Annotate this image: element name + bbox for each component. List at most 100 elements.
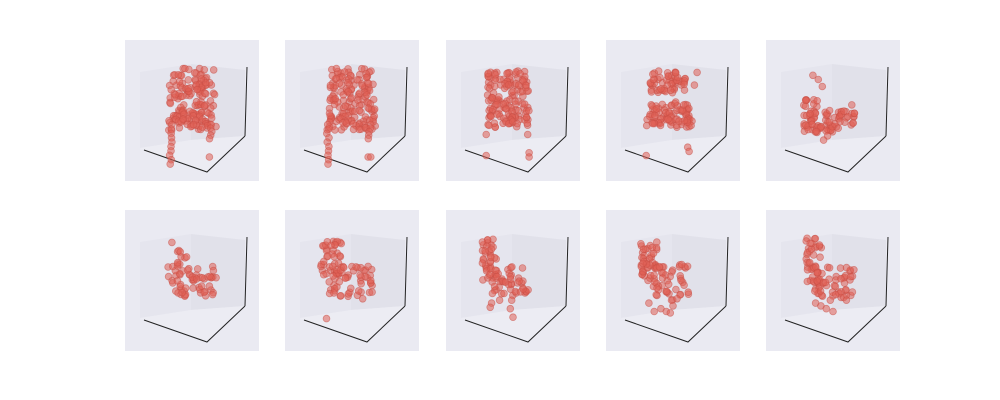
data-point-102 [355, 106, 364, 115]
data-point-86 [662, 287, 671, 296]
subplot-2 [285, 40, 419, 181]
subplot-5 [766, 40, 900, 181]
data-point-89 [352, 263, 360, 271]
data-point-105 [353, 76, 361, 84]
axis-vertical [885, 66, 889, 137]
data-point-33 [184, 76, 193, 84]
data-point-91 [814, 75, 823, 84]
pane-back [512, 234, 566, 310]
data-point-43 [647, 88, 656, 96]
data-point-53 [208, 290, 217, 299]
data-point-114 [525, 106, 533, 115]
data-point-91 [650, 307, 658, 316]
data-point-144 [642, 151, 650, 160]
data-point-37 [193, 265, 202, 273]
data-point-96 [666, 309, 675, 317]
data-point-108 [652, 105, 661, 113]
data-point-110 [370, 105, 379, 113]
data-point-82 [506, 272, 515, 281]
data-point-88 [850, 265, 858, 274]
data-point-90 [493, 100, 501, 109]
data-point-87 [842, 263, 851, 272]
data-point-103 [488, 94, 497, 102]
axis-floor-edge [464, 305, 567, 343]
data-point-38 [192, 275, 201, 283]
data-point-82 [339, 263, 348, 272]
data-point-81 [664, 280, 673, 289]
data-point-108 [364, 104, 372, 112]
data-point-100 [509, 87, 517, 96]
data-point-92 [822, 304, 831, 313]
data-point-87 [344, 290, 353, 298]
data-point-85 [655, 262, 664, 271]
data-point-96 [200, 65, 209, 74]
data-point-25 [330, 252, 338, 261]
data-point-156 [355, 125, 363, 134]
data-point-30 [481, 247, 489, 255]
data-point-96 [819, 136, 828, 144]
subplot-canvas [461, 64, 569, 173]
data-point-37 [319, 257, 328, 266]
data-point-113 [201, 89, 209, 97]
data-point-56 [328, 262, 337, 271]
data-point-86 [825, 118, 834, 126]
data-point-119 [166, 99, 175, 108]
point-cloud [802, 234, 858, 316]
data-point-24 [478, 259, 487, 267]
data-point-146 [685, 147, 693, 156]
data-point-85 [329, 272, 337, 280]
data-point-120 [358, 81, 366, 90]
subplot-8 [446, 210, 580, 351]
data-point-136 [680, 116, 689, 125]
subplot-canvas [621, 64, 729, 173]
subplot-canvas [621, 234, 729, 343]
data-point-127 [200, 101, 209, 110]
data-point-66 [209, 266, 218, 275]
subplot-4 [606, 40, 740, 181]
data-point-95 [522, 81, 530, 90]
data-point-66 [500, 289, 508, 298]
data-point-105 [658, 100, 667, 109]
axis-floor-edge [624, 305, 727, 343]
axis-vertical [244, 66, 248, 137]
data-point-25 [801, 96, 810, 105]
data-point-74 [508, 263, 516, 271]
data-point-95 [326, 81, 335, 90]
data-point-54 [178, 288, 186, 297]
data-point-90 [322, 314, 331, 323]
axis-vertical [885, 236, 889, 307]
data-point-146 [523, 130, 532, 139]
data-point-105 [514, 81, 523, 89]
data-point-53 [672, 68, 680, 77]
data-point-23 [805, 258, 814, 267]
data-point-47 [210, 90, 219, 99]
axis-floor-edge [143, 305, 246, 343]
axis-floor-edge [784, 305, 887, 343]
data-point-35 [487, 245, 496, 253]
subplot-canvas [140, 64, 248, 173]
point-cloud [799, 71, 859, 144]
data-point-84 [837, 274, 845, 283]
data-point-38 [803, 265, 812, 274]
data-point-64 [825, 106, 834, 115]
data-point-39 [486, 253, 495, 262]
subplot-9 [606, 210, 740, 351]
data-point-93 [364, 262, 372, 271]
axis-floor-edge [784, 135, 887, 173]
data-point-65 [168, 238, 176, 247]
data-point-111 [484, 69, 492, 78]
data-point-123 [174, 70, 183, 79]
data-point-159 [342, 119, 351, 127]
point-cloud [637, 238, 693, 317]
subplot-3 [446, 40, 580, 181]
data-point-79 [356, 271, 364, 279]
data-point-35 [849, 119, 857, 127]
data-point-121 [330, 100, 339, 109]
data-point-90 [645, 299, 653, 307]
axis-vertical [725, 66, 729, 137]
data-point-83 [354, 287, 363, 295]
data-point-53 [806, 109, 814, 118]
data-point-124 [339, 91, 348, 99]
data-point-92 [367, 276, 375, 285]
